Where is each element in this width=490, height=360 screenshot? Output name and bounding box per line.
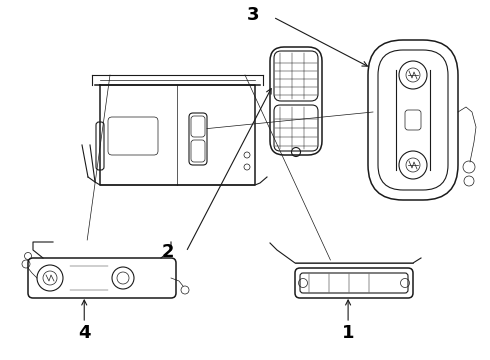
Text: 4: 4 bbox=[78, 324, 91, 342]
Text: 2: 2 bbox=[162, 243, 174, 261]
Text: 1: 1 bbox=[342, 324, 354, 342]
Text: 3: 3 bbox=[247, 6, 259, 24]
